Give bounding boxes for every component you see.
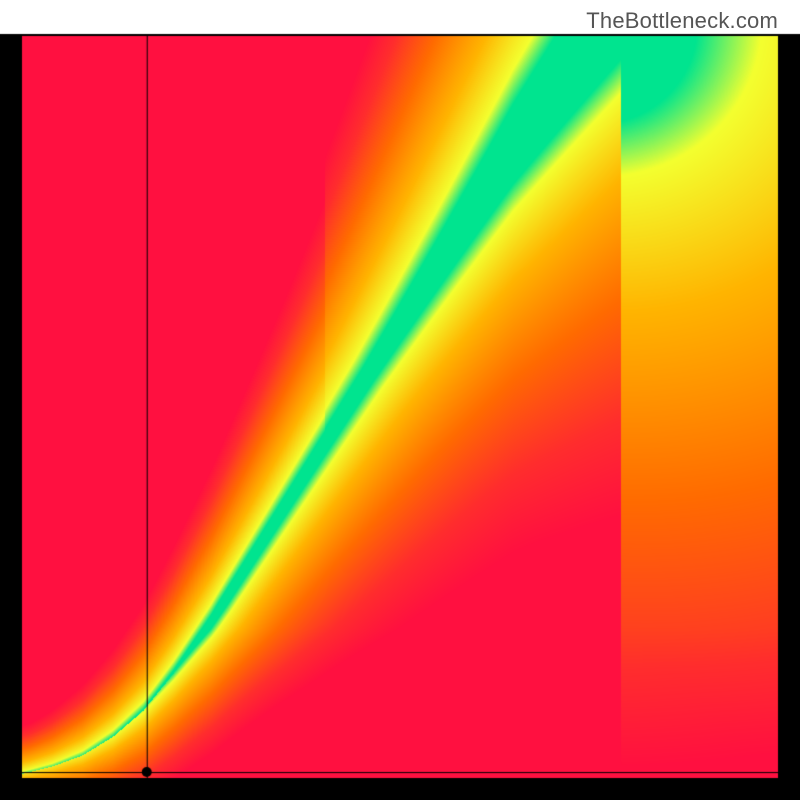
chart-container: TheBottleneck.com <box>0 0 800 800</box>
watermark-text: TheBottleneck.com <box>586 8 778 34</box>
heatmap-canvas <box>0 0 800 800</box>
